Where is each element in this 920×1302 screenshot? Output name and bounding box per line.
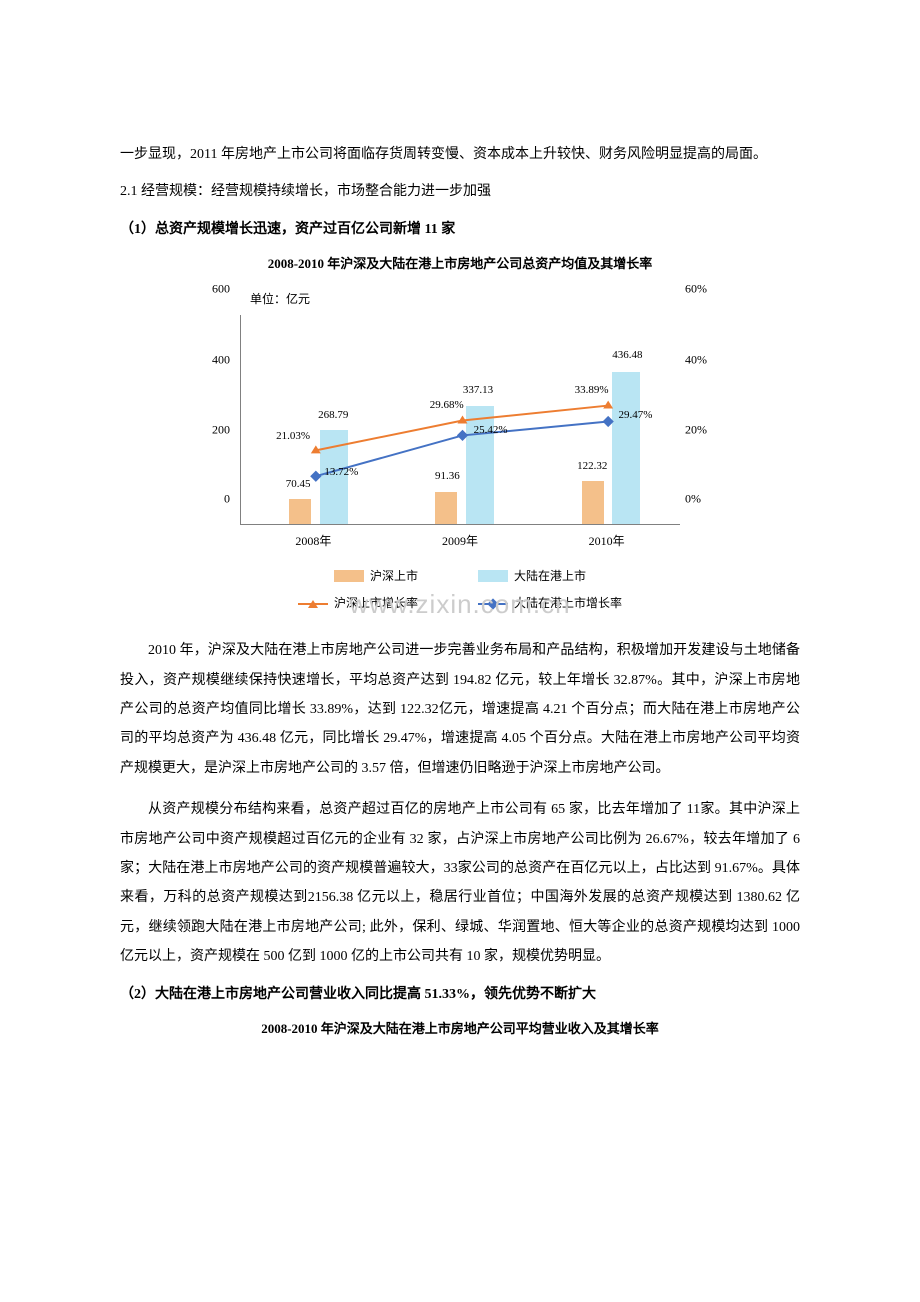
chart1-title: 2008-2010 年沪深及大陆在港上市房地产公司总资产均值及其增长率 bbox=[120, 250, 800, 277]
chart1-yaxis-left: 0 200 400 600 bbox=[200, 315, 235, 525]
paragraph-1: 2010 年，沪深及大陆在港上市房地产公司进一步完善业务布局和产品结构，积极增加… bbox=[120, 636, 800, 783]
subsection-1-heading: （1）总资产规模增长迅速，资产过百亿公司新增 11 家 bbox=[120, 215, 800, 244]
chart1-legend: 沪深上市 大陆在港上市 沪深上市增长率 大陆在港上市增长率 bbox=[240, 564, 680, 616]
legend-hk-bar: 大陆在港上市 bbox=[478, 564, 586, 589]
section-2-1-heading: 2.1 经营规模：经营规模持续增长，市场整合能力进一步加强 bbox=[120, 177, 800, 206]
legend-hk-line: 大陆在港上市增长率 bbox=[478, 591, 622, 616]
intro-paragraph: 一步显现，2011 年房地产上市公司将面临存货周转变慢、资本成本上升较快、财务风… bbox=[120, 140, 800, 169]
chart1-yaxis-right: 0% 20% 40% 60% bbox=[685, 315, 725, 525]
subsection-2-heading: （2）大陆在港上市房地产公司营业收入同比提高 51.33%，领先优势不断扩大 bbox=[120, 980, 800, 1009]
chart1-lines bbox=[241, 315, 680, 524]
paragraph-2: 从资产规模分布结构来看，总资产超过百亿的房地产上市公司有 65 家，比去年增加了… bbox=[120, 795, 800, 971]
chart1: 单位：亿元 0 200 400 600 0% 20% 40% 60% 70.45… bbox=[180, 287, 740, 616]
legend-hs-bar: 沪深上市 bbox=[334, 564, 418, 589]
chart1-plot-area: 0 200 400 600 0% 20% 40% 60% 70.45 268.7… bbox=[240, 315, 680, 525]
chart1-unit: 单位：亿元 bbox=[250, 287, 740, 312]
chart1-plot: 70.45 268.79 91.36 337.13 122.32 436.48 bbox=[240, 315, 680, 525]
legend-hs-line: 沪深上市增长率 bbox=[298, 591, 418, 616]
chart1-xaxis: 2008年 2009年 2010年 bbox=[240, 529, 680, 554]
chart2-title: 2008-2010 年沪深及大陆在港上市房地产公司平均营业收入及其增长率 bbox=[120, 1015, 800, 1042]
